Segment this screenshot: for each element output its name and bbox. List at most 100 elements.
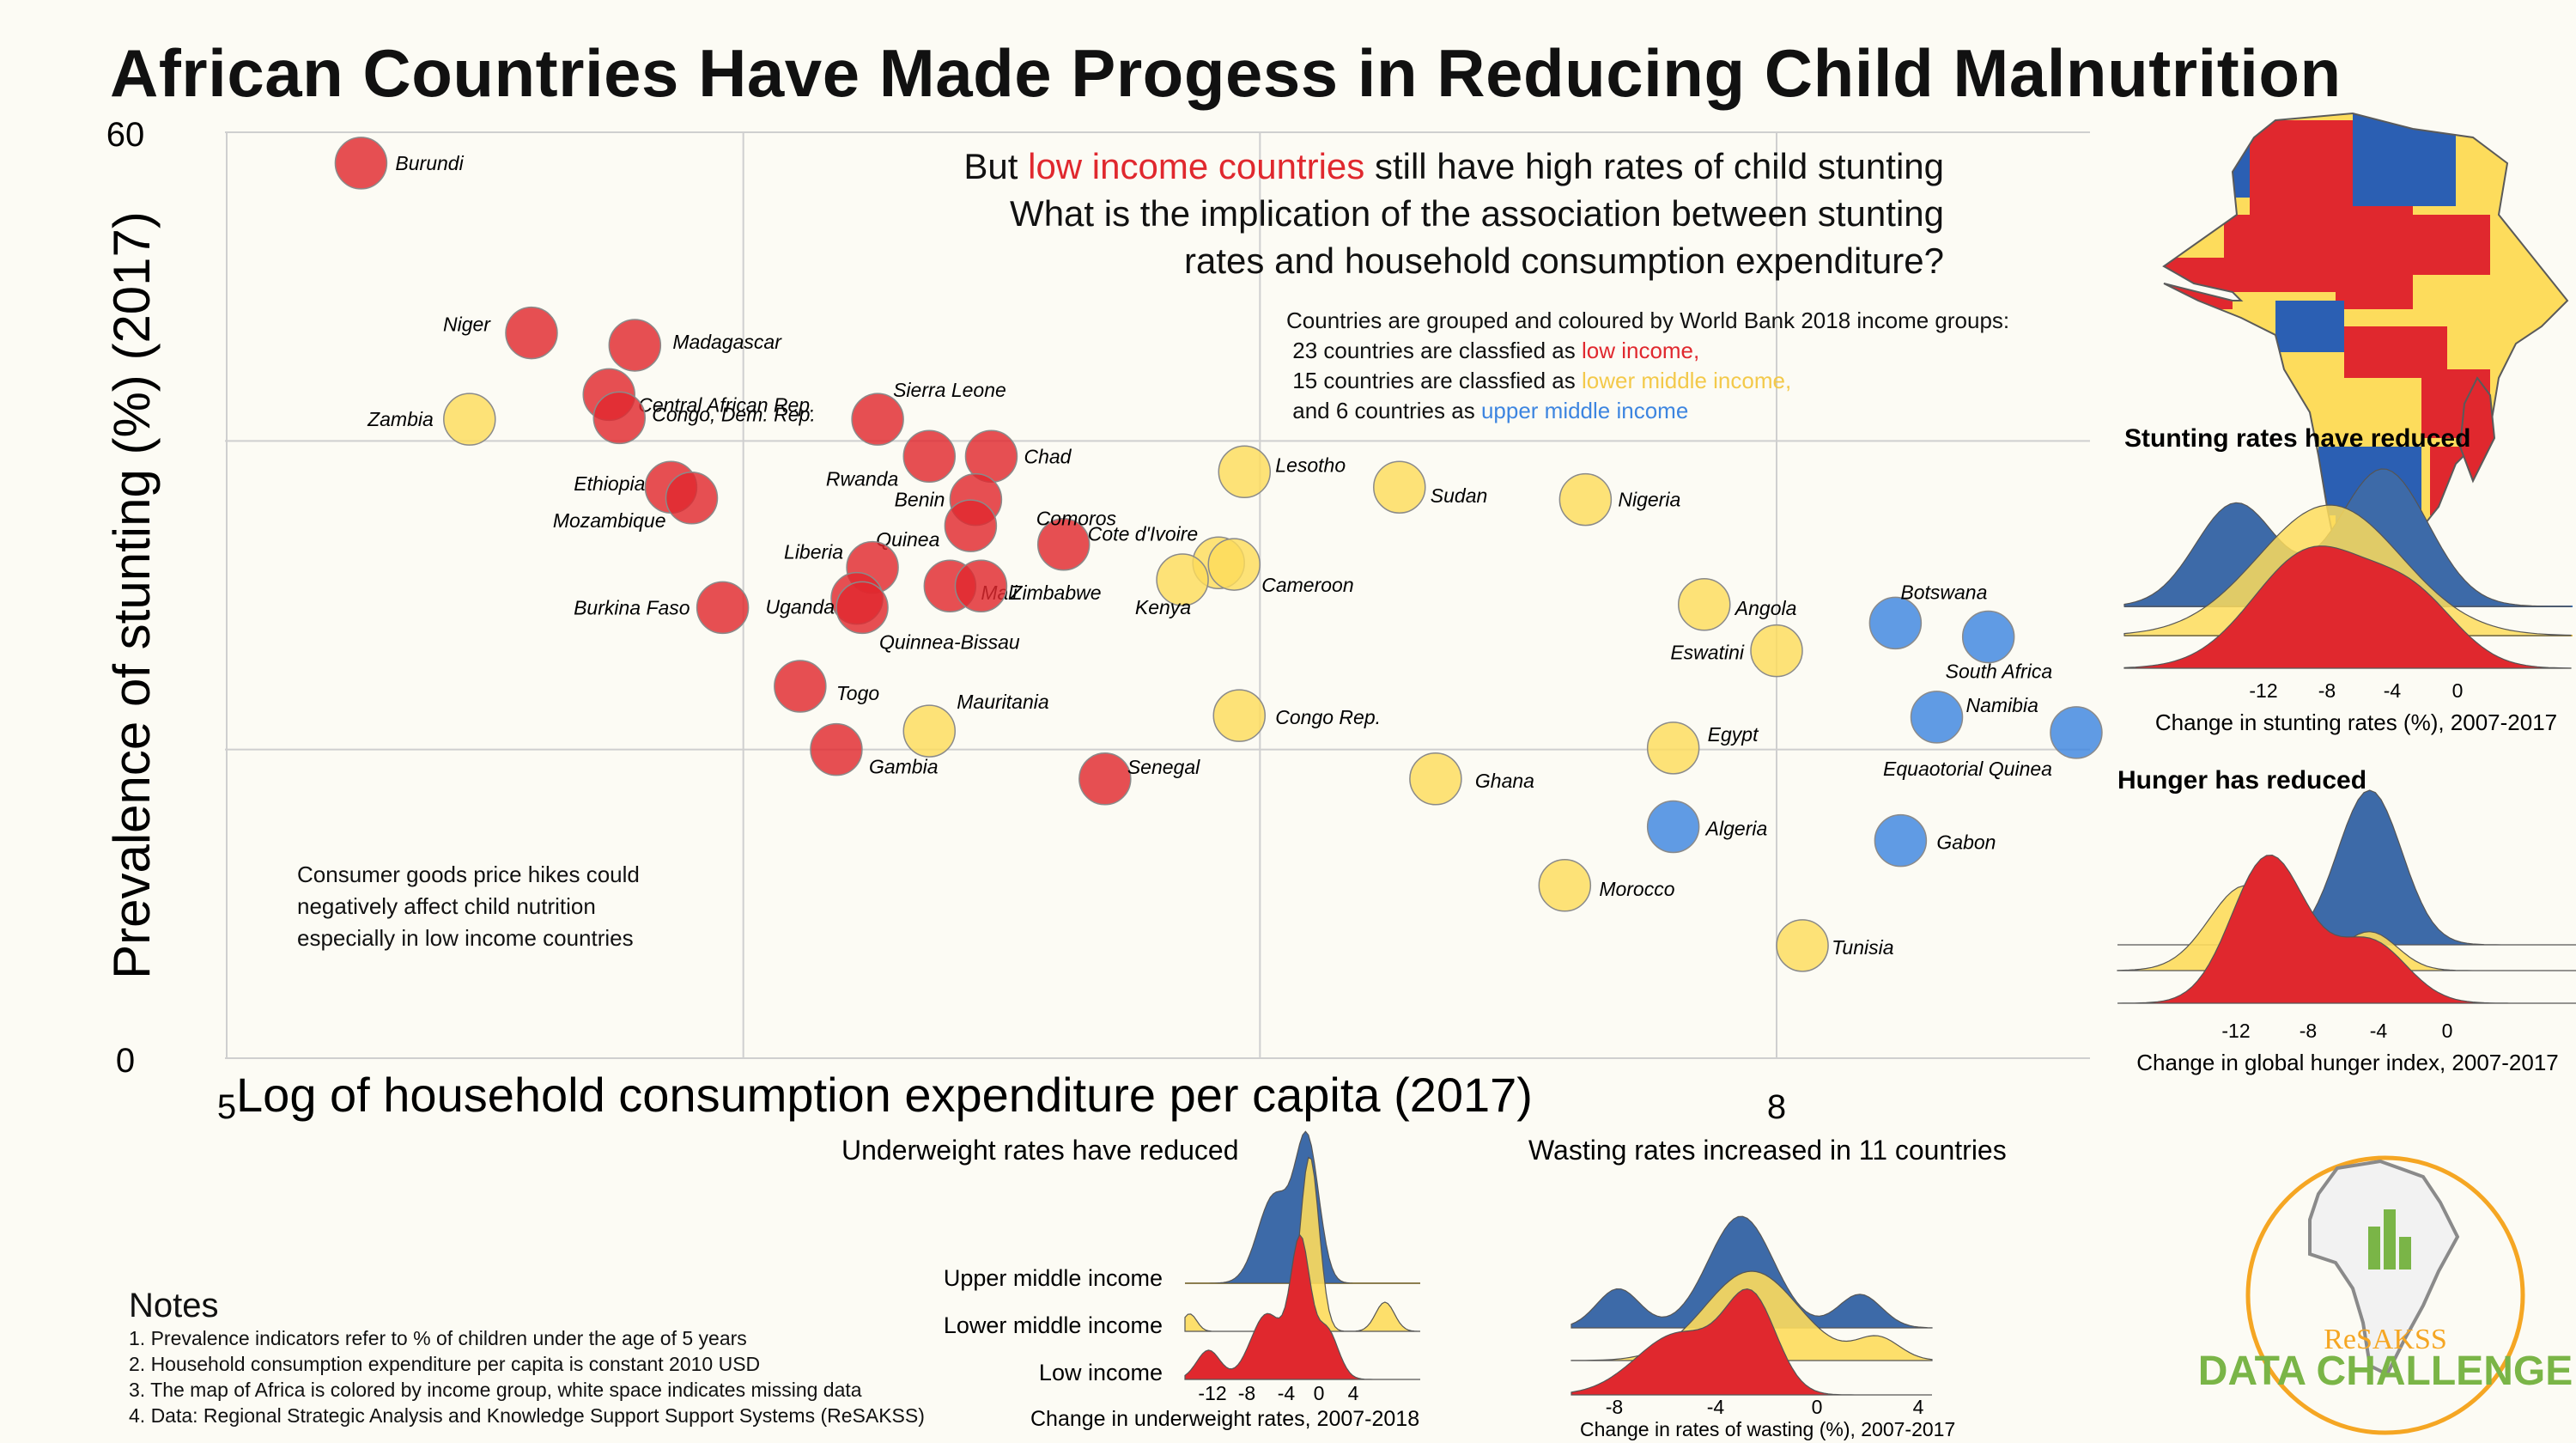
density-ridge <box>2117 789 2576 946</box>
point-label: Niger <box>443 314 491 336</box>
implication-annotation: But low income countries still have high… <box>773 143 1944 284</box>
axis-tick-labels: 5 8 0 60 <box>106 116 1786 1126</box>
notes-heading: Notes <box>129 1287 219 1324</box>
scatter-point <box>1646 800 1700 854</box>
scatter-point <box>334 137 388 190</box>
ridge-axis-title: Change in rates of wasting (%), 2007-201… <box>1580 1418 1955 1440</box>
point-label: Burkina Faso <box>574 596 690 618</box>
scatter-point <box>1558 472 1613 527</box>
scatter-point <box>1207 538 1261 591</box>
annotation-highlight: low income countries <box>1028 146 1365 186</box>
ridge-tick-label: -12 <box>2249 679 2277 702</box>
panel-title: Wasting rates increased in 11 countries <box>1528 1135 2007 1166</box>
ridge-tick-label: 0 <box>2452 679 2464 702</box>
point-label: Mauritania <box>957 691 1048 713</box>
point-label: Burundi <box>395 152 464 174</box>
scatter-point <box>1961 610 2015 664</box>
ridge-tick-label: 0 <box>1812 1396 1823 1418</box>
scatter-point <box>835 581 889 635</box>
consumer-goods-note: Consumer goods price hikes could negativ… <box>297 862 640 951</box>
scatter-point <box>1646 722 1700 775</box>
scatter-point <box>944 499 998 552</box>
income-groups-note: Countries are grouped and coloured by Wo… <box>1286 307 2010 423</box>
scatter-point <box>1212 689 1267 742</box>
annotation-line-3: rates and household consumption expendit… <box>1184 240 1944 281</box>
scatter-point <box>665 472 719 525</box>
ridge-tick-label: -8 <box>1238 1382 1255 1404</box>
point-label: Comoros <box>1036 508 1117 530</box>
resakss-logo: ReSAKSS DATA CHALLENGE <box>2198 1155 2573 1435</box>
logo-text-data-challenge: DATA CHALLENGE <box>2198 1349 2573 1394</box>
scatter-point <box>608 319 662 372</box>
point-label: Namibia <box>1966 694 2038 716</box>
panel-title: Stunting rates have reduced <box>2124 424 2470 453</box>
point-label: South Africa <box>1946 661 2052 683</box>
scatter-point <box>1156 553 1209 606</box>
x-tick-label-5: 5 <box>217 1088 236 1126</box>
point-label: Rwanda <box>826 467 898 490</box>
ridge-tick-label: -12 <box>1198 1382 1226 1404</box>
y-tick-label-60: 60 <box>106 116 145 154</box>
point-label: Lesotho <box>1275 454 1346 476</box>
scatter-point <box>1036 517 1091 571</box>
x-axis-title: Log of household consumption expenditure… <box>236 1068 1533 1122</box>
point-label: Angola <box>1734 597 1797 619</box>
ridge-stunting-panel: Stunting rates have reduced -12 -8 -4 0 Chang… <box>2123 424 2573 735</box>
scatter-points: Burundi Niger Madagascar Central African Re… <box>334 137 2103 972</box>
point-label: Central African Rep. <box>638 393 815 416</box>
point-label: Chad <box>1024 445 1072 467</box>
point-label: Quinnea-Bissau <box>879 630 1020 653</box>
point-label: Congo, Dem. Rep. <box>652 403 815 425</box>
scatter-point <box>1078 752 1132 806</box>
logo-text-resakss: ReSAKSS <box>2324 1324 2447 1355</box>
note-item: 4. Data: Regional Strategic Analysis and… <box>129 1404 925 1427</box>
point-label: Sudan <box>1431 484 1488 507</box>
point-label: Ethiopia <box>574 472 645 495</box>
page-title: African Countries Have Made Progess in R… <box>110 35 2342 111</box>
point-label: Congo Rep. <box>1275 706 1381 728</box>
ridge-category-label: Lower middle income <box>944 1312 1163 1338</box>
scatter-point <box>1409 752 1462 806</box>
point-label: Nigeria <box>1618 489 1680 511</box>
ridge-axis-title: Change in underweight rates, 2007-2018 <box>1030 1407 1419 1431</box>
point-label: Equaotorial Quinea <box>1883 758 2052 780</box>
scatter-point <box>1218 445 1272 499</box>
point-label: Botswana <box>1900 581 1987 603</box>
scatter-point <box>505 306 558 360</box>
density-ridge <box>2123 545 2572 669</box>
ridge-tick-label: -4 <box>1707 1396 1725 1418</box>
scatter-point <box>1776 919 1829 972</box>
point-label: Senegal <box>1127 756 1200 778</box>
density-ridge <box>1184 1233 1420 1380</box>
scatter-point <box>902 429 957 484</box>
ridge-category-label: Low income <box>1039 1360 1163 1385</box>
point-label: Cameroon <box>1261 574 1353 596</box>
point-label: Egypt <box>1708 723 1759 746</box>
ridge-tick-label: 4 <box>1913 1396 1924 1418</box>
ridge-underweight-panel: Underweight rates have reduced Upper midd… <box>841 1130 1421 1431</box>
point-label: Ghana <box>1475 770 1534 792</box>
density-ridge <box>2117 854 2576 1004</box>
ridge-tick-label: -12 <box>2221 1020 2250 1042</box>
ridge-hunger-panel: Hunger has reduced -12 -8 -4 0 Change in glob… <box>2117 766 2576 1075</box>
notes-section: Notes 1. Prevalence indicators refer to … <box>129 1287 1073 1428</box>
point-label: Tunisia <box>1832 936 1893 959</box>
y-tick-label-0: 0 <box>116 1042 135 1080</box>
ridge-tick-label: -4 <box>2384 679 2402 702</box>
scatter-point <box>851 393 904 446</box>
scatter-point <box>443 393 496 446</box>
ridge-tick-label: -8 <box>2318 679 2336 702</box>
note-item: 1. Prevalence indicators refer to % of c… <box>129 1327 747 1349</box>
ridge-tick-label: 0 <box>2442 1020 2453 1042</box>
x-tick-label-8: 8 <box>1767 1088 1786 1126</box>
density-ridge <box>1571 1288 1932 1396</box>
scatter-point <box>1868 596 1923 650</box>
note-item: 2. Household consumption expenditure per… <box>129 1353 761 1375</box>
point-label: Zambia <box>367 408 434 430</box>
annotation-line-2: What is the implication of the associati… <box>1010 193 1944 234</box>
scatter-point <box>1678 578 1731 631</box>
ridge-tick-label: -4 <box>1278 1382 1296 1404</box>
ridge-axis-title: Change in stunting rates (%), 2007-2017 <box>2155 709 2557 735</box>
point-label: Madagascar <box>672 331 782 353</box>
